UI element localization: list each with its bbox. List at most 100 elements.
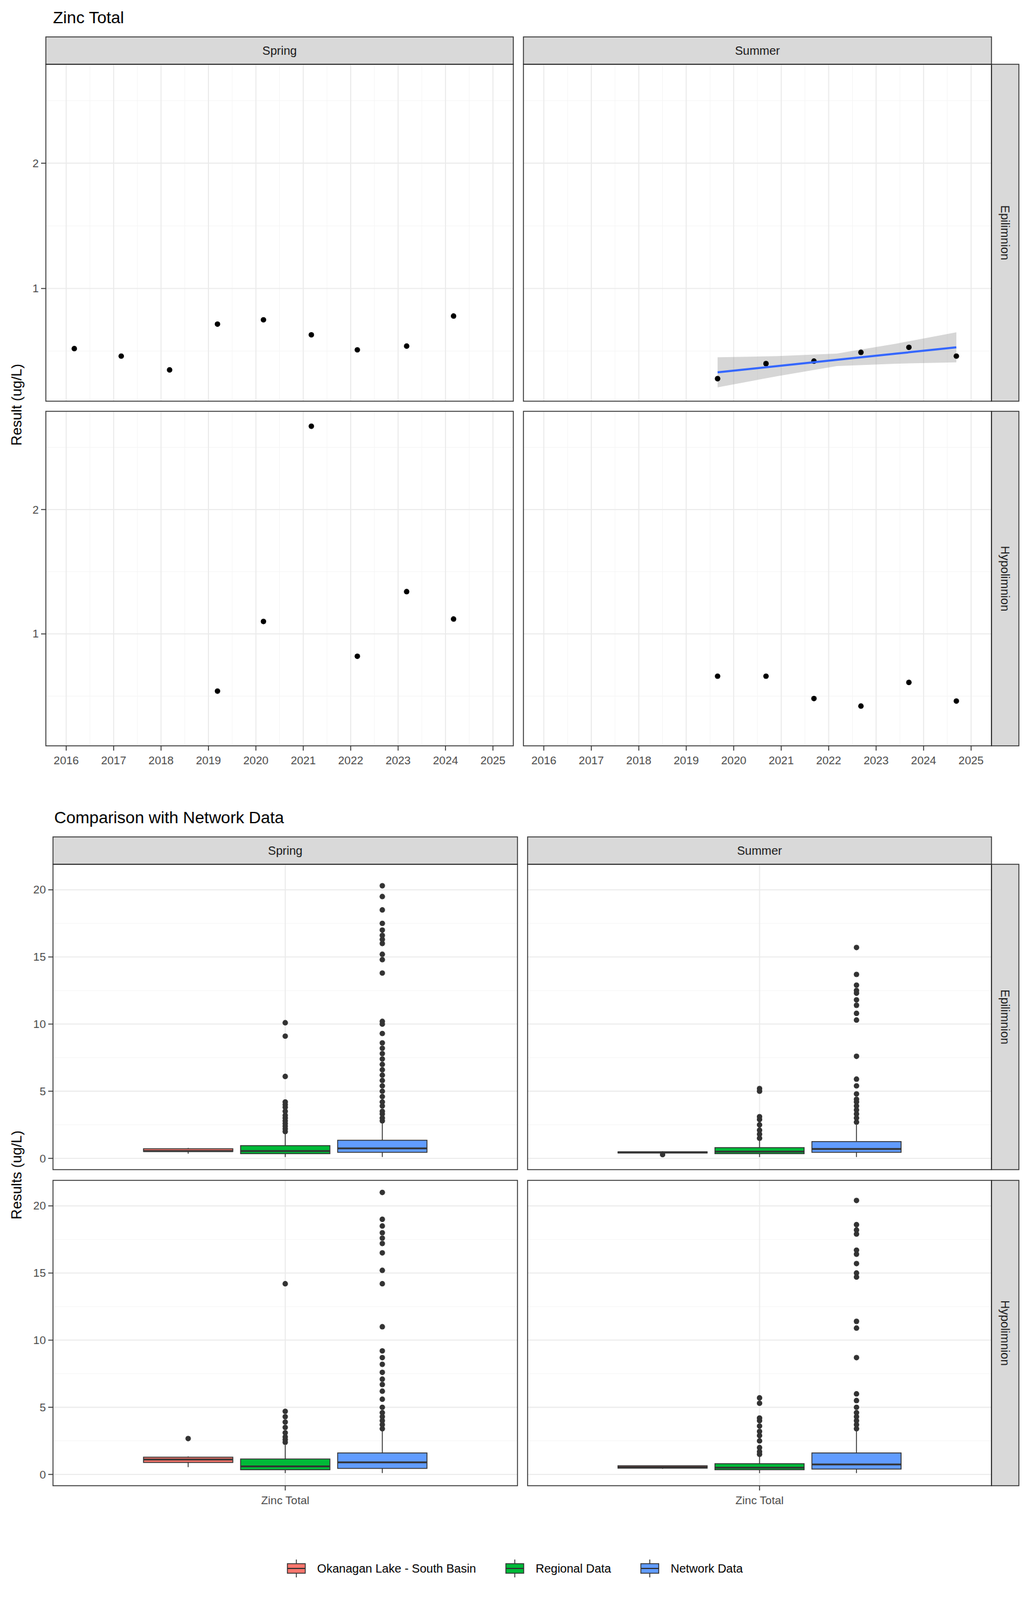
point (953, 698, 959, 704)
minor-grid (709, 411, 711, 747)
grid-line (207, 411, 210, 747)
strip-label: Summer (734, 44, 781, 58)
strip (991, 411, 1019, 747)
box (811, 1198, 901, 1474)
legend: Okanagan Lake - South BasinRegional Data… (287, 1560, 744, 1579)
minor-grid (757, 64, 759, 402)
box-body (240, 1146, 330, 1155)
tick-label: 2020 (243, 754, 269, 767)
minor-grid (567, 64, 569, 402)
panel (523, 411, 992, 747)
outlier (379, 1040, 385, 1046)
tick-label: 1 (32, 282, 39, 295)
legend-item: Regional Data (505, 1560, 612, 1579)
outlier (379, 1376, 385, 1383)
tick (160, 746, 162, 751)
tick (48, 1091, 53, 1093)
outlier (853, 1405, 860, 1411)
outlier (379, 1250, 385, 1256)
outlier (853, 1091, 860, 1097)
outlier (853, 971, 860, 978)
outlier (379, 933, 385, 939)
panel (527, 864, 992, 1171)
outlier (756, 1122, 763, 1128)
point (858, 703, 864, 710)
box-body (143, 1457, 233, 1464)
box (240, 1020, 330, 1158)
whisker (856, 1432, 858, 1454)
point (308, 423, 314, 429)
grid-line (970, 411, 972, 747)
minor-grid (852, 64, 853, 402)
strip-label: Hypolimnion (998, 1300, 1012, 1367)
panel-border (52, 864, 518, 1171)
point (811, 696, 817, 702)
tick-label: 2021 (290, 754, 316, 767)
outlier (756, 1445, 763, 1451)
outlier (853, 945, 860, 951)
median (240, 1466, 330, 1468)
grid-line (686, 64, 688, 402)
strip-label: Epilimnion (998, 205, 1012, 261)
tick (350, 746, 352, 751)
minor-grid (468, 64, 470, 402)
tick (207, 746, 210, 751)
outlier (282, 1408, 288, 1415)
minor-grid (804, 411, 806, 747)
grid-line (780, 411, 782, 747)
outlier (853, 1076, 860, 1082)
box (143, 1436, 233, 1468)
grid-line (828, 64, 830, 402)
outlier (659, 1152, 666, 1158)
grid-line (875, 411, 877, 747)
tick (303, 746, 305, 751)
plot-area (714, 332, 959, 388)
tick (780, 746, 782, 751)
outlier (853, 987, 860, 994)
plot-area (214, 423, 457, 694)
median (337, 1461, 427, 1464)
outlier (379, 1018, 385, 1025)
whisker (856, 1125, 858, 1143)
grid-line (65, 411, 67, 747)
point (260, 317, 267, 323)
tick (48, 1340, 53, 1342)
chart-title: Zinc Total (52, 8, 124, 27)
tick-label: 2020 (721, 754, 747, 767)
strip (523, 36, 992, 65)
outlier (379, 1355, 385, 1361)
tick-label: 1 (32, 627, 39, 641)
tick-label: 2017 (578, 754, 604, 767)
tick (48, 1474, 53, 1476)
tick (255, 746, 257, 751)
tick (590, 746, 592, 751)
box (337, 883, 427, 1158)
grid-line (302, 411, 304, 747)
point (71, 345, 77, 352)
whisker (284, 1445, 286, 1460)
point (214, 321, 221, 327)
median (618, 1466, 708, 1469)
outlier (756, 1114, 763, 1121)
tick (638, 746, 640, 751)
tick-label: 2019 (673, 754, 699, 767)
tick (48, 1273, 53, 1275)
box-body (715, 1464, 805, 1471)
tick (48, 1205, 53, 1208)
box-body (143, 1149, 233, 1153)
legend-key-median (287, 1568, 306, 1570)
strip-label: Spring (262, 44, 298, 58)
minor-grid (804, 64, 806, 402)
tick (397, 746, 399, 751)
panel (52, 1180, 518, 1487)
panel (45, 64, 514, 402)
panel-background (45, 64, 514, 402)
median (143, 1150, 233, 1153)
whisker (856, 1469, 858, 1474)
minor-grid (279, 411, 280, 747)
grid-line (638, 64, 640, 402)
outlier (853, 1227, 860, 1234)
outlier (379, 1073, 385, 1079)
median (811, 1148, 901, 1151)
median (143, 1459, 233, 1462)
